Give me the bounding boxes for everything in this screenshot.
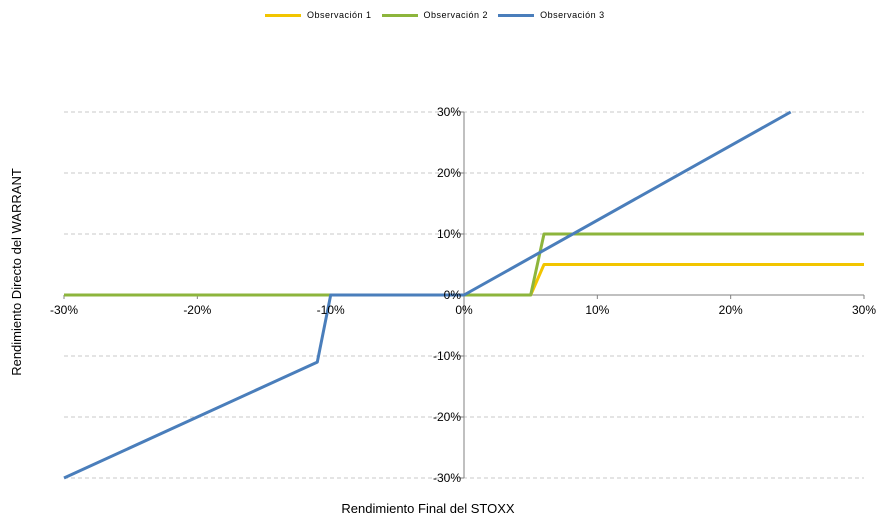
y-tick-label: 30% — [437, 105, 461, 119]
x-tick-label: -20% — [183, 303, 211, 317]
x-tick-label: 30% — [852, 303, 876, 317]
legend-label-observacion-3: Observación 3 — [540, 10, 605, 20]
legend-item-observacion-2: Observación 2 — [381, 10, 489, 20]
y-tick-label: 20% — [437, 166, 461, 180]
y-axis-title: Rendimiento Directo del WARRANT — [9, 168, 24, 376]
y-tick-label: -10% — [433, 349, 461, 363]
y-tick-label: -30% — [433, 471, 461, 485]
legend-swatch-observacion-2 — [381, 13, 418, 17]
x-tick-label: 10% — [585, 303, 609, 317]
legend-item-observacion-1: Observación 1 — [265, 10, 372, 20]
labels-layer: 30% 20% 10% 0% -10% -20% -30% -30% -20% -10% 0% 10%… — [50, 105, 876, 485]
legend-label-observacion-2: Observación 2 — [423, 10, 489, 20]
series-line-observacion-3 — [63, 110, 792, 480]
x-axis-title: Rendimiento Final del STOXX — [341, 501, 515, 516]
series-layer — [63, 110, 864, 480]
x-tick-label: 0% — [455, 303, 473, 317]
series-line-observacion-2 — [64, 232, 864, 297]
legend-swatch-observacion-3 — [498, 13, 535, 17]
legend: Observación 1 Observación 2 Observación … — [265, 10, 605, 20]
legend-label-observacion-1: Observación 1 — [307, 10, 372, 20]
y-tick-label: 0% — [444, 288, 462, 302]
legend-swatch-observacion-1 — [265, 13, 301, 17]
x-tick-label: 20% — [719, 303, 743, 317]
y-tick-label: -20% — [433, 410, 461, 424]
x-tick-label: -10% — [317, 303, 345, 317]
legend-item-observacion-3: Observación 3 — [498, 10, 605, 20]
x-tick-label: -30% — [50, 303, 78, 317]
y-tick-label: 10% — [437, 227, 461, 241]
